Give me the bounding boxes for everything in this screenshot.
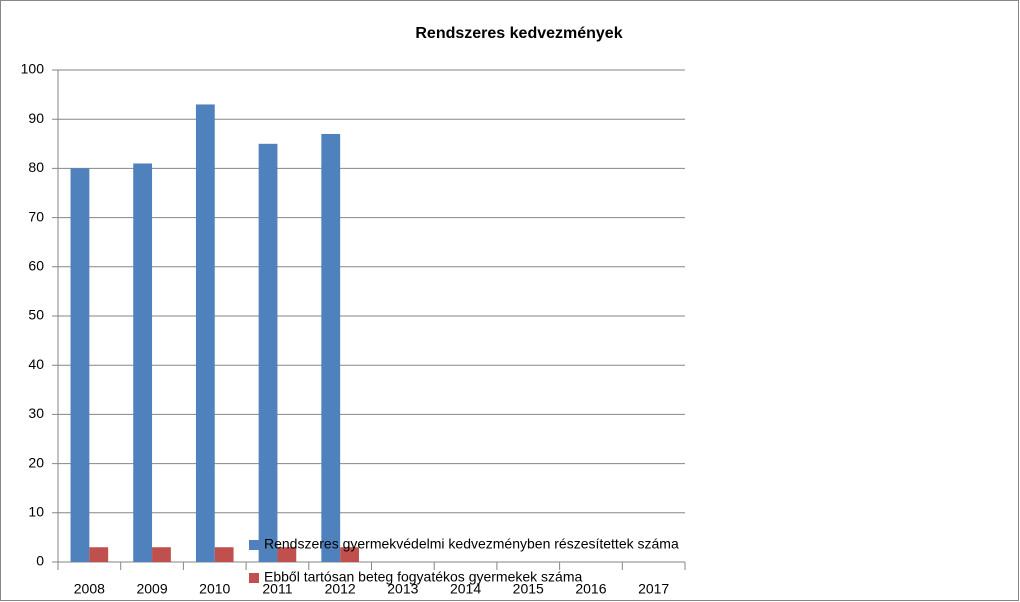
bar [195, 104, 215, 562]
x-tick-label: 2015 [513, 581, 544, 597]
x-tick-label: 2012 [325, 581, 356, 597]
y-tick-label: 100 [21, 61, 45, 77]
y-tick-label: 30 [28, 405, 44, 421]
x-tick-label: 2017 [638, 581, 669, 597]
y-tick-label: 90 [28, 110, 44, 126]
x-tick-label: 2016 [575, 581, 606, 597]
x-tick-label: 2009 [136, 581, 167, 597]
y-tick-label: 40 [28, 356, 44, 372]
bar [321, 133, 341, 562]
bar [214, 547, 234, 562]
bar [152, 547, 171, 562]
chart-title: Rendszeres kedvezmények [415, 25, 622, 42]
y-tick-label: 10 [28, 504, 44, 520]
x-tick-label: 2014 [450, 581, 481, 597]
bar [133, 163, 153, 563]
x-tick-label: 2008 [74, 581, 105, 597]
legend-swatch [249, 540, 259, 550]
y-tick-label: 50 [28, 307, 44, 323]
y-tick-label: 0 [36, 553, 44, 569]
legend-label: Rendszeres gyermekvédelmi kedvezményben … [264, 536, 679, 552]
bar [340, 547, 359, 562]
bar [277, 547, 297, 562]
y-tick-label: 70 [28, 208, 44, 224]
x-tick-label: 2013 [387, 581, 418, 597]
bar [89, 547, 109, 562]
x-tick-label: 2010 [199, 581, 230, 597]
y-tick-label: 20 [28, 454, 44, 470]
y-tick-label: 60 [28, 258, 44, 274]
legend-label: Ebből tartósan beteg fogyatékos gyermeke… [264, 569, 583, 585]
legend-swatch [249, 573, 259, 583]
bar [70, 168, 90, 562]
x-tick-label: 2011 [262, 581, 292, 597]
bar [258, 143, 278, 563]
y-tick-label: 80 [28, 159, 44, 175]
